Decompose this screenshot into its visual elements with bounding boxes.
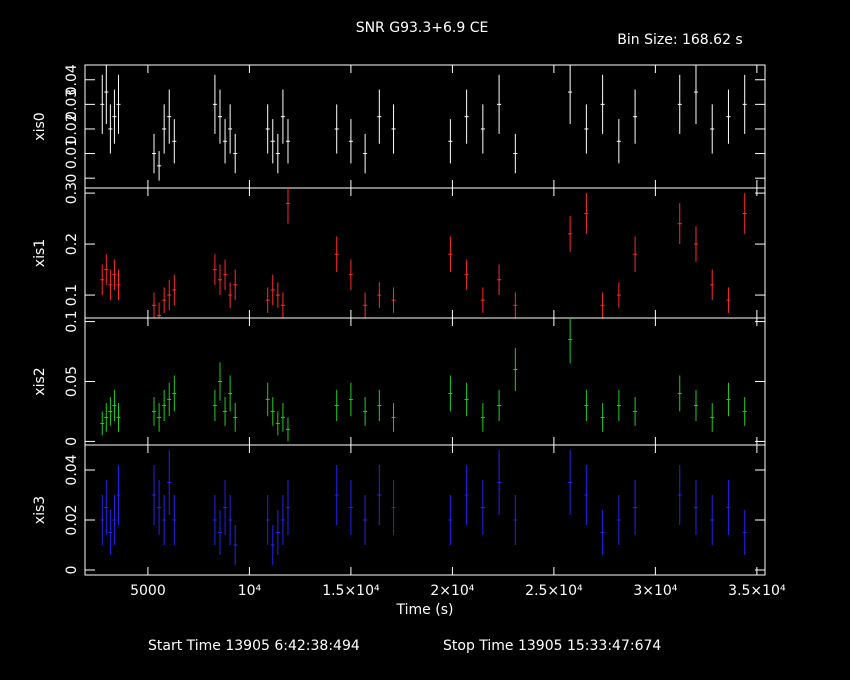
y-tick-label: 0.3 bbox=[64, 182, 80, 204]
bin-size: Bin Size: 168.62 s bbox=[617, 32, 742, 48]
x-tick-label: 3.5×10⁴ bbox=[728, 583, 786, 599]
y-tick-label: 0 bbox=[64, 566, 80, 575]
x-tick-label: 1.5×10⁴ bbox=[322, 583, 380, 599]
panel-frame bbox=[84, 64, 766, 189]
x-tick-label: 2×10⁴ bbox=[430, 583, 474, 599]
y-axis-label: xis0 bbox=[32, 112, 48, 140]
y-tick-label: 0.02 bbox=[64, 113, 80, 144]
x-tick-label: 10⁴ bbox=[238, 583, 262, 599]
y-tick-label: 0.04 bbox=[64, 64, 80, 95]
y-tick-label: 0.02 bbox=[64, 504, 80, 535]
x-tick-label: 3×10⁴ bbox=[633, 583, 677, 599]
panel-frame bbox=[84, 317, 766, 446]
y-tick-label: 0 bbox=[64, 437, 80, 446]
x-axis-label: Time (s) bbox=[396, 602, 454, 618]
x-tick-label: 2.5×10⁴ bbox=[525, 583, 583, 599]
y-tick-label: 0 bbox=[64, 174, 80, 183]
y-axis-label: xis2 bbox=[32, 367, 48, 395]
x-tick-label: 5000 bbox=[130, 583, 166, 599]
y-tick-label: 0.1 bbox=[64, 310, 80, 332]
panel-frame bbox=[84, 444, 766, 576]
y-axis-label: xis1 bbox=[32, 239, 48, 267]
y-tick-label: 0.05 bbox=[64, 366, 80, 397]
error-bars bbox=[100, 318, 747, 442]
y-tick-label: 0.03 bbox=[64, 89, 80, 120]
error-bars bbox=[100, 65, 747, 181]
y-tick-label: 0.01 bbox=[64, 138, 80, 169]
start-time: Start Time 13905 6:42:38:494 bbox=[148, 638, 360, 654]
y-axis-label: xis3 bbox=[32, 496, 48, 524]
chart-title: SNR G93.3+6.9 CE bbox=[356, 20, 489, 36]
y-tick-label: 0.2 bbox=[64, 233, 80, 255]
panel-frame bbox=[84, 187, 766, 319]
y-tick-label: 0.1 bbox=[64, 284, 80, 306]
error-bars bbox=[100, 188, 747, 318]
error-bars bbox=[100, 450, 747, 565]
y-tick-label: 0.04 bbox=[64, 454, 80, 485]
stop-time: Stop Time 13905 15:33:47:674 bbox=[443, 638, 661, 654]
